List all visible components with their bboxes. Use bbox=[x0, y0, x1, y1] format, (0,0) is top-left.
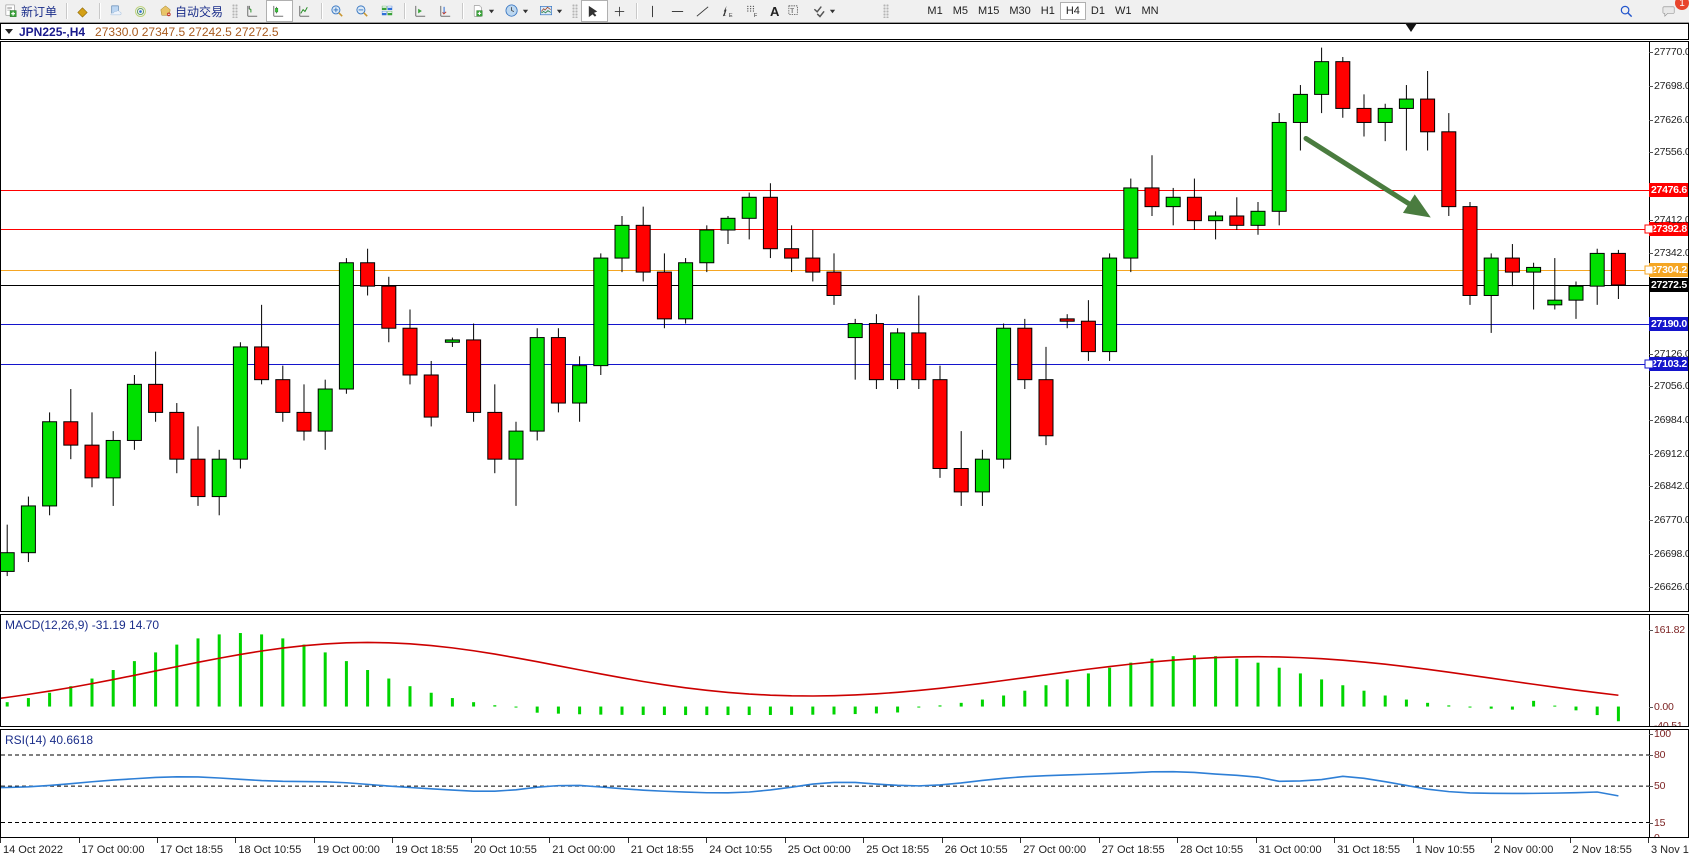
svg-text:F: F bbox=[754, 13, 758, 19]
svg-text:T: T bbox=[791, 7, 795, 14]
svg-text:E: E bbox=[729, 13, 733, 19]
